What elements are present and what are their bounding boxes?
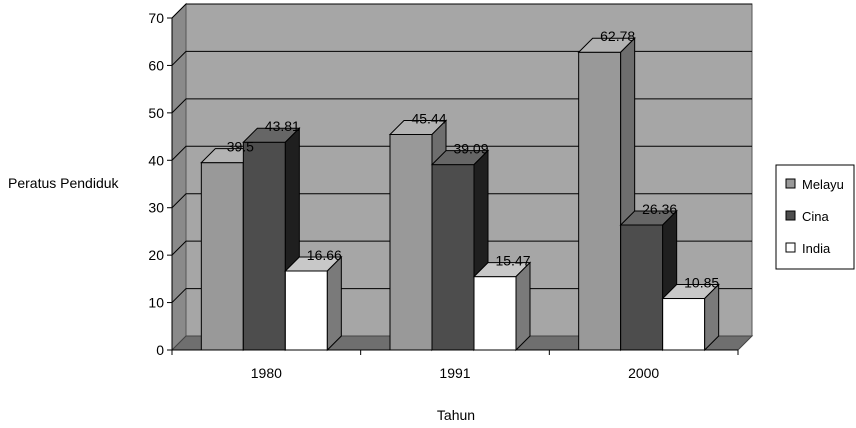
x-tick-label-1980: 1980 bbox=[251, 365, 282, 381]
bar-front bbox=[242, 141, 286, 351]
legend-swatch-melayu bbox=[785, 178, 796, 189]
bar-front bbox=[431, 164, 475, 351]
gridline bbox=[171, 288, 752, 303]
data-label-india-1980: 16.66 bbox=[307, 247, 342, 263]
gridline bbox=[171, 50, 752, 66]
gridline bbox=[171, 193, 752, 209]
y-tick-label: 0 bbox=[156, 342, 164, 358]
bar-front bbox=[389, 133, 433, 351]
legend-label-india: India bbox=[802, 241, 831, 256]
bar-side bbox=[515, 261, 531, 352]
gridline bbox=[171, 3, 752, 19]
y-axis-title: Peratus Pendiduk bbox=[8, 175, 120, 191]
data-label-melayu-2000: 62.78 bbox=[600, 28, 635, 44]
x-tick-label-2000: 2000 bbox=[628, 365, 659, 381]
bar-india-1991 bbox=[472, 261, 532, 352]
data-label-india-2000: 10.85 bbox=[684, 275, 719, 291]
gridline bbox=[171, 145, 752, 161]
bar-side bbox=[704, 283, 720, 352]
bars bbox=[200, 37, 720, 352]
bar-front bbox=[578, 51, 622, 351]
data-label-cina-1980: 43.81 bbox=[265, 118, 300, 134]
legend-label-cina: Cina bbox=[802, 209, 830, 224]
bar-front bbox=[473, 276, 517, 351]
bar-melayu-2000 bbox=[577, 37, 636, 352]
y-tick-label: 70 bbox=[148, 10, 164, 26]
y-tick-label: 10 bbox=[148, 295, 164, 311]
data-label-cina-2000: 26.36 bbox=[642, 201, 677, 217]
legend-swatch-cina bbox=[785, 210, 796, 221]
y-tick-label: 60 bbox=[148, 57, 164, 73]
data-label-melayu-1991: 45.44 bbox=[411, 110, 446, 126]
legend-swatch-india bbox=[785, 242, 796, 253]
gridlines bbox=[171, 3, 752, 303]
x-axis-title: Tahun bbox=[437, 407, 475, 423]
data-label-cina-1991: 39.09 bbox=[453, 141, 488, 157]
bar-front bbox=[662, 298, 706, 351]
legend-label-melayu: Melayu bbox=[802, 177, 844, 192]
y-tick-label: 30 bbox=[148, 200, 164, 216]
gridline bbox=[171, 240, 752, 256]
data-label-india-1991: 15.47 bbox=[495, 253, 530, 269]
y-tick-label: 20 bbox=[148, 247, 164, 263]
bar-india-2000 bbox=[661, 283, 720, 352]
bar-front bbox=[284, 270, 328, 351]
gridline bbox=[171, 98, 752, 114]
y-tick-label: 50 bbox=[148, 105, 164, 121]
legend: Melayu Cina India bbox=[775, 164, 855, 270]
y-tick-label: 40 bbox=[148, 152, 164, 168]
data-labels: 39.5 43.81 16.66 45.44 39.09 15.47 62.78 26.36 1… bbox=[227, 28, 720, 290]
bar-front bbox=[620, 224, 664, 351]
bar-side bbox=[326, 255, 342, 352]
bar-front bbox=[200, 162, 244, 351]
side-wall bbox=[171, 2, 187, 352]
data-label-melayu-1980: 39.5 bbox=[227, 139, 254, 155]
x-tick-label-1991: 1991 bbox=[439, 365, 470, 381]
bar-india-1980 bbox=[284, 255, 343, 352]
